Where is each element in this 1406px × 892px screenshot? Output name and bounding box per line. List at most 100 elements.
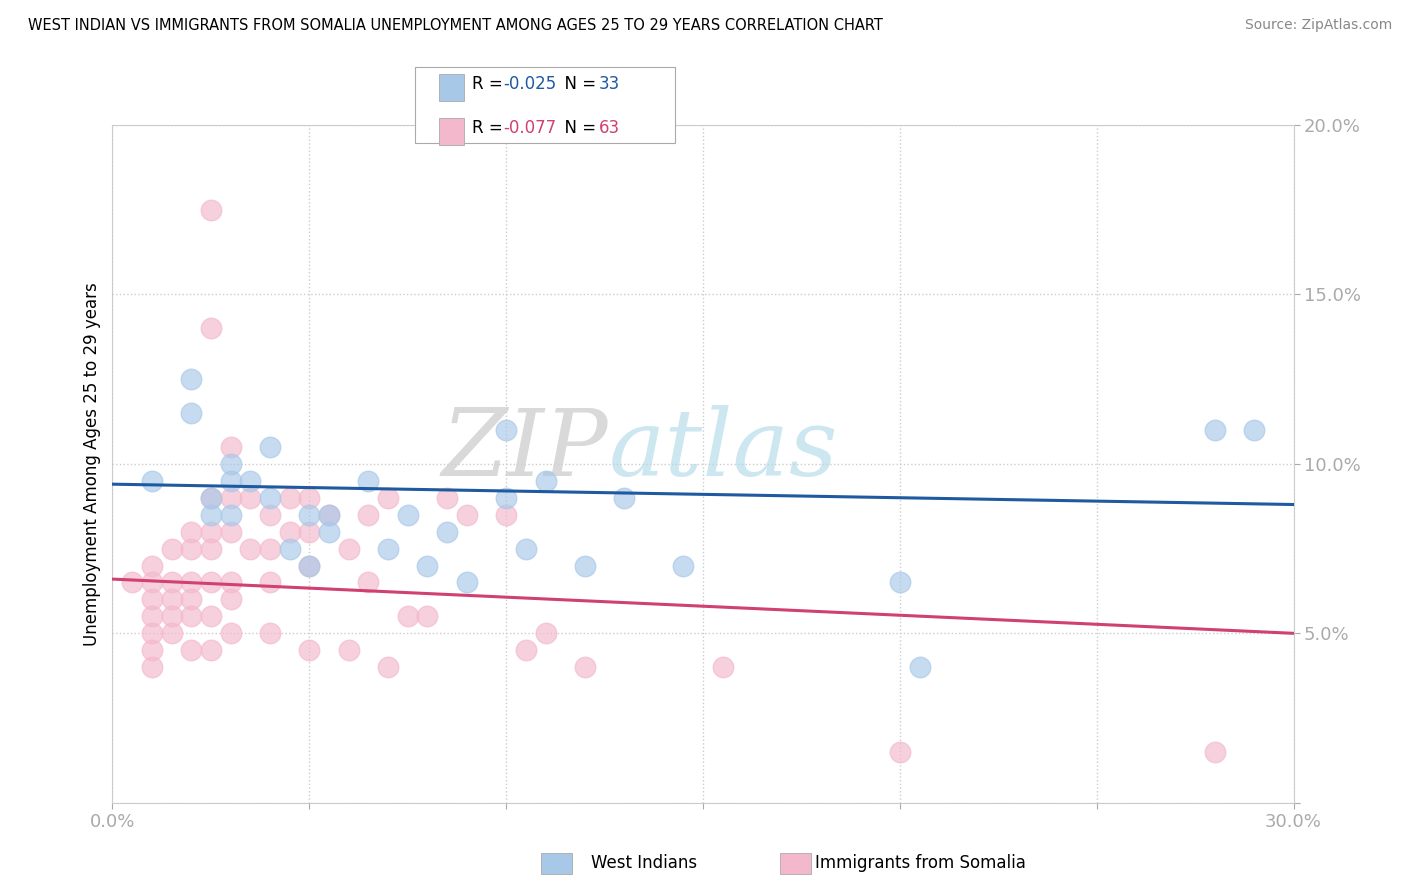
Point: [180, 575, 202, 590]
Point: [180, 609, 202, 624]
Point: [141, 474, 163, 488]
Point: [121, 575, 143, 590]
Point: [200, 575, 222, 590]
Point: [889, 575, 911, 590]
Point: [396, 508, 419, 522]
Point: [219, 508, 242, 522]
Point: [141, 575, 163, 590]
Y-axis label: Unemployment Among Ages 25 to 29 years: Unemployment Among Ages 25 to 29 years: [83, 282, 101, 646]
Point: [337, 643, 360, 657]
Point: [239, 474, 262, 488]
Text: Source: ZipAtlas.com: Source: ZipAtlas.com: [1244, 18, 1392, 32]
Point: [298, 524, 321, 539]
Point: [495, 491, 517, 505]
Point: [239, 491, 262, 505]
Point: [141, 558, 163, 573]
Point: [396, 609, 419, 624]
Point: [278, 491, 301, 505]
Point: [141, 660, 163, 674]
Point: [456, 508, 478, 522]
Point: [298, 491, 321, 505]
Point: [259, 508, 281, 522]
Point: [534, 626, 557, 640]
Point: [357, 508, 380, 522]
Point: [456, 575, 478, 590]
Point: [259, 541, 281, 556]
Text: N =: N =: [554, 119, 602, 136]
Text: WEST INDIAN VS IMMIGRANTS FROM SOMALIA UNEMPLOYMENT AMONG AGES 25 TO 29 YEARS CO: WEST INDIAN VS IMMIGRANTS FROM SOMALIA U…: [28, 18, 883, 33]
Text: West Indians: West Indians: [591, 855, 696, 872]
Point: [219, 524, 242, 539]
Point: [318, 524, 340, 539]
Point: [889, 745, 911, 759]
Point: [200, 491, 222, 505]
Point: [357, 575, 380, 590]
Text: 63: 63: [599, 119, 620, 136]
Text: ZIP: ZIP: [441, 405, 609, 495]
Point: [278, 524, 301, 539]
Text: -0.077: -0.077: [503, 119, 557, 136]
Point: [141, 609, 163, 624]
Point: [160, 592, 183, 607]
Point: [180, 643, 202, 657]
Point: [672, 558, 695, 573]
Point: [200, 508, 222, 522]
Text: -0.025: -0.025: [503, 75, 557, 93]
Point: [495, 508, 517, 522]
Point: [337, 541, 360, 556]
Point: [278, 541, 301, 556]
Point: [200, 321, 222, 335]
Point: [1243, 423, 1265, 437]
Point: [259, 626, 281, 640]
Point: [141, 592, 163, 607]
Point: [180, 592, 202, 607]
Point: [436, 524, 458, 539]
Point: [377, 541, 399, 556]
Text: N =: N =: [554, 75, 602, 93]
Point: [160, 541, 183, 556]
Point: [613, 491, 636, 505]
Text: R =: R =: [472, 75, 509, 93]
Point: [200, 609, 222, 624]
Point: [200, 202, 222, 217]
Point: [574, 660, 596, 674]
Point: [160, 575, 183, 590]
Point: [200, 491, 222, 505]
Point: [515, 541, 537, 556]
Point: [574, 558, 596, 573]
Point: [180, 406, 202, 420]
Point: [377, 491, 399, 505]
Point: [219, 474, 242, 488]
Point: [495, 423, 517, 437]
Point: [219, 575, 242, 590]
Point: [416, 558, 439, 573]
Text: atlas: atlas: [609, 405, 838, 495]
Point: [259, 491, 281, 505]
Point: [141, 626, 163, 640]
Point: [219, 457, 242, 471]
Point: [436, 491, 458, 505]
Point: [515, 643, 537, 657]
Point: [180, 541, 202, 556]
Point: [416, 609, 439, 624]
Point: [357, 474, 380, 488]
Point: [180, 524, 202, 539]
Text: R =: R =: [472, 119, 509, 136]
Point: [298, 508, 321, 522]
Point: [141, 643, 163, 657]
Point: [259, 575, 281, 590]
Point: [711, 660, 734, 674]
Point: [259, 440, 281, 454]
Point: [534, 474, 557, 488]
Point: [200, 643, 222, 657]
Point: [200, 541, 222, 556]
Point: [1204, 423, 1226, 437]
Point: [180, 372, 202, 386]
Point: [219, 626, 242, 640]
Point: [298, 558, 321, 573]
Point: [318, 508, 340, 522]
Point: [219, 440, 242, 454]
Point: [298, 643, 321, 657]
Text: 33: 33: [599, 75, 620, 93]
Point: [219, 592, 242, 607]
